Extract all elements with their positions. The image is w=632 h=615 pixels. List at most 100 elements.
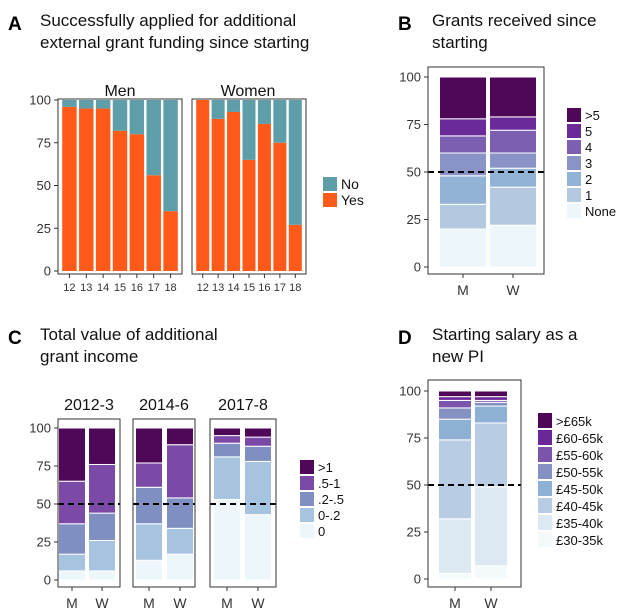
panel-d-bar-W-seg-1 xyxy=(474,486,508,567)
panel-c-2014-6-bar-M-seg-1 xyxy=(135,523,163,561)
panel-b-legend-label-3: 3 xyxy=(585,156,592,171)
panel-b-legend-key-1 xyxy=(567,188,581,202)
panel-a-women-xtick-label-12: 12 xyxy=(197,282,209,294)
panel-c-2017-8-bar-W-seg-2 xyxy=(244,445,272,462)
panel-c-legend-key-0 xyxy=(300,524,314,538)
panel-a-men-bar-16-seg-1 xyxy=(129,100,145,135)
panel-d-legend-key-50-55k xyxy=(538,464,552,479)
panel-c-2017-8-bar-M-seg-4 xyxy=(213,427,241,437)
panel-c-2012-3-bar-M-seg-2 xyxy=(58,523,86,555)
panel-d-bar-W-seg-7 xyxy=(474,390,508,398)
panel-d-ytick-label-0: 0 xyxy=(414,572,421,587)
panel-b-plot: 0 25 50 75 100 M W xyxy=(399,66,545,298)
panel-d-bar-M-seg-3 xyxy=(438,418,472,441)
panel-b-title-line-1: Grants received since xyxy=(432,11,596,30)
panel-a-women-bar-13-seg-1 xyxy=(211,100,225,119)
panel-b-bar-M-seg-0 xyxy=(439,228,487,268)
panel-a-women-bar-13-seg-0 xyxy=(211,118,225,271)
panel-b-title-line-2: starting xyxy=(432,33,488,52)
panel-b-legend-key-3 xyxy=(567,156,581,170)
panel-c-legend-key-2-5 xyxy=(300,492,314,506)
panel-c-legend-label-0-2: 0-.2 xyxy=(318,508,340,523)
panel-c-legend-label-1: >1 xyxy=(318,460,333,475)
panel-b-frame xyxy=(427,66,545,275)
panel-c-2017-8-xtick-label-W: W xyxy=(251,595,265,611)
panel-a-men-xtick-label-18: 18 xyxy=(164,282,176,294)
panel-c-2014-6-bar-M-seg-3 xyxy=(135,462,163,488)
panel-c-2014-6-bar-W-seg-4 xyxy=(166,427,194,446)
panel-d-ytick-label-75: 75 xyxy=(407,431,421,446)
panel-d-legend-label-65k: >£65k xyxy=(556,414,592,429)
panel-a-men-xtick-label-13: 13 xyxy=(80,282,92,294)
panel-c-2012-3-bar-W-seg-4 xyxy=(88,427,116,465)
panel-b-bar-W-seg-6 xyxy=(489,76,537,118)
panel-c-legend-key-1 xyxy=(300,460,314,474)
panel-a-women-bar-15-seg-1 xyxy=(242,100,256,160)
panel-d-title-line-2: new PI xyxy=(432,347,484,366)
panel-b-legend-label-5: >5 xyxy=(585,108,600,123)
panel-c-2014-6-bar-M-seg-2 xyxy=(135,486,163,525)
panel-c-ytick-label-50: 50 xyxy=(37,497,51,512)
panel-b-legend-label-2: 2 xyxy=(585,172,592,187)
panel-d-bar-W-seg-6 xyxy=(474,396,508,401)
panel-d-plot: 0 25 50 75 100 M W xyxy=(399,379,522,611)
panel-c-2014-6-bar-W-seg-1 xyxy=(166,527,194,555)
panel-d-legend-key-65k xyxy=(538,413,552,428)
panel-c-2012-3-bar-W-seg-0 xyxy=(88,570,116,581)
panel-c-ytick-label-25: 25 xyxy=(37,535,51,550)
panel-b-bar-W-seg-3 xyxy=(489,152,537,169)
panel-b-legend-key-2 xyxy=(567,172,581,186)
legend-label-no: No xyxy=(341,176,359,192)
legend-key-yes xyxy=(323,193,337,207)
panel-a-ytick-label-25: 25 xyxy=(37,221,51,236)
panel-b-legend-key-5 xyxy=(567,108,581,122)
panel-b-legend-label-none: None xyxy=(585,204,616,219)
panel-c-legend-label-5-1: .5-1 xyxy=(318,476,340,491)
panel-a-letter: A xyxy=(8,14,22,35)
panel-c-ytick-label-100: 100 xyxy=(29,421,51,436)
panel-c-2017-8-bar-W-seg-0 xyxy=(244,514,272,581)
panel-a-women-bar-18-seg-0 xyxy=(288,224,302,271)
panel-c-2014-6-bar-M-seg-0 xyxy=(135,559,163,581)
panel-a-men-bar-17-seg-1 xyxy=(146,100,161,176)
panel-c-2014-6-bar-W-seg-2 xyxy=(166,497,194,529)
panel-c-legend-key-0-2 xyxy=(300,508,314,522)
panel-c-facet-2017: 2017-8 xyxy=(218,397,268,414)
panel-b-legend-key-5 xyxy=(567,124,581,138)
panel-c-2017-8-bar-W-seg-4 xyxy=(244,427,272,438)
panel-c-2017-8-bar-M-seg-1 xyxy=(213,456,241,500)
panel-a-men-bar-12-seg-1 xyxy=(62,100,77,107)
panel-c-2017-8-xtick-label-M: M xyxy=(221,595,233,611)
panel-c-2017-8-bar-M-seg-0 xyxy=(213,498,241,581)
panel-a-men-xtick-label-17: 17 xyxy=(148,282,160,294)
panel-c-2014-6-bar-W-seg-0 xyxy=(166,553,194,581)
panel-a-ytick-label-50: 50 xyxy=(37,178,51,193)
panel-d-bar-M-seg-4 xyxy=(438,407,472,420)
panel-a-men-xtick-label-12: 12 xyxy=(63,282,75,294)
panel-d-legend-label-40-45k: £40-45k xyxy=(556,499,603,514)
panel-d-legend-key-45-50k xyxy=(538,481,552,496)
panel-d-bar-M-seg-5 xyxy=(438,399,472,409)
panel-a-men-xtick-label-14: 14 xyxy=(97,282,109,294)
panel-d-legend-key-40-45k xyxy=(538,498,552,513)
panel-b-legend-key-4 xyxy=(567,140,581,154)
legend-key-no xyxy=(323,177,337,191)
panel-d-legend: >£65k £60-65k £55-60k £50-55k £45-50k £40-45k… xyxy=(538,413,603,548)
panel-a-men-bar-13-seg-1 xyxy=(79,100,94,109)
panel-a-women-bar-14-seg-1 xyxy=(227,100,241,112)
panel-d-letter: D xyxy=(398,328,412,349)
panel-a-women-bar-15-seg-0 xyxy=(242,159,256,271)
panel-b-legend-key-none xyxy=(567,204,581,218)
panel-a-men-bar-14-seg-1 xyxy=(95,100,111,109)
panel-c-plot: 0 25 50 75 100 M W M W M W xyxy=(29,418,277,611)
panel-a-women-bar-17-seg-1 xyxy=(273,100,287,143)
panel-a-women-bar-16-seg-0 xyxy=(257,123,271,271)
panel-d-bar-M-seg-1 xyxy=(438,518,472,574)
panel-b-bar-M-seg-6 xyxy=(439,76,487,120)
panel-c-2014-6-bar-W-seg-3 xyxy=(166,444,194,499)
panel-d-ytick-label-50: 50 xyxy=(407,478,421,493)
panel-a-women-bar-18-seg-1 xyxy=(288,100,302,225)
panel-a-women-bar-14-seg-0 xyxy=(227,111,241,271)
panel-b-bar-W-seg-1 xyxy=(489,186,537,226)
